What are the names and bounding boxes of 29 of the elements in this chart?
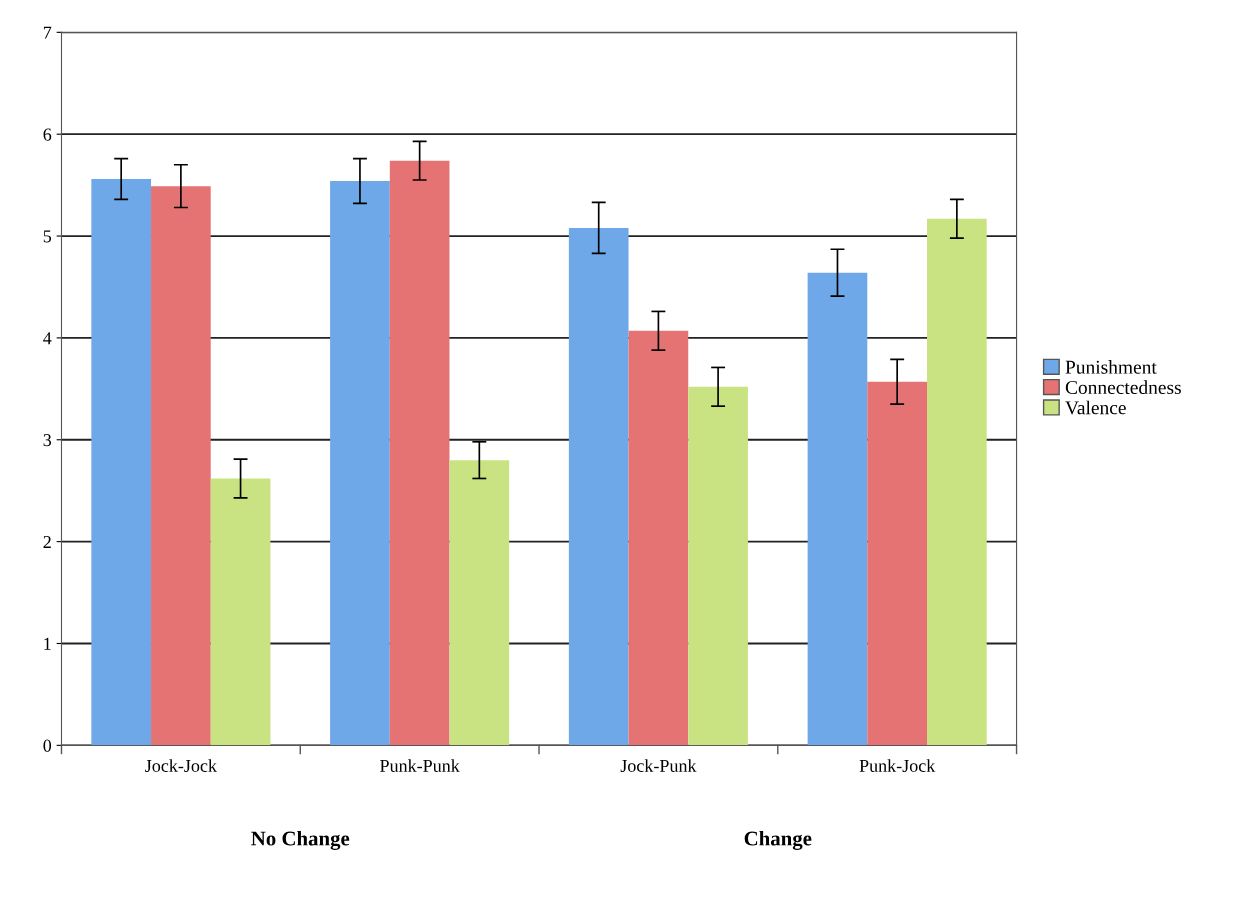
x-tick-label: Punk-Jock <box>859 759 936 772</box>
y-tick-label: 7 <box>43 26 52 39</box>
bar <box>91 179 152 746</box>
y-tick-label: 2 <box>43 535 51 548</box>
bar <box>867 381 928 746</box>
bar <box>151 186 211 746</box>
text: No Change <box>251 830 350 850</box>
x-tick-label: Punk-Punk <box>380 759 460 772</box>
bar <box>449 460 510 746</box>
bar <box>927 218 987 746</box>
y-tick-label: 0 <box>43 739 52 752</box>
text: Change <box>744 830 812 850</box>
legend-label: Punishment <box>1065 360 1157 374</box>
bar <box>568 227 629 746</box>
y-tick-label: 6 <box>43 128 52 141</box>
bar <box>210 478 271 746</box>
legend-label: Valence <box>1065 400 1126 415</box>
x-tick-label: Jock-Jock <box>145 759 217 772</box>
y-tick-label: 3 <box>43 434 52 447</box>
bar <box>688 386 748 746</box>
bar <box>330 181 390 746</box>
y-tick-label: 4 <box>43 332 52 345</box>
x-tick-label: Jock-Punk <box>620 759 697 772</box>
y-tick-label: 1 <box>44 637 51 650</box>
bar <box>628 330 689 746</box>
bar <box>389 160 450 746</box>
legend-label: Connectedness <box>1065 380 1181 395</box>
y-tick-label: 5 <box>43 230 52 243</box>
bar <box>807 272 868 746</box>
